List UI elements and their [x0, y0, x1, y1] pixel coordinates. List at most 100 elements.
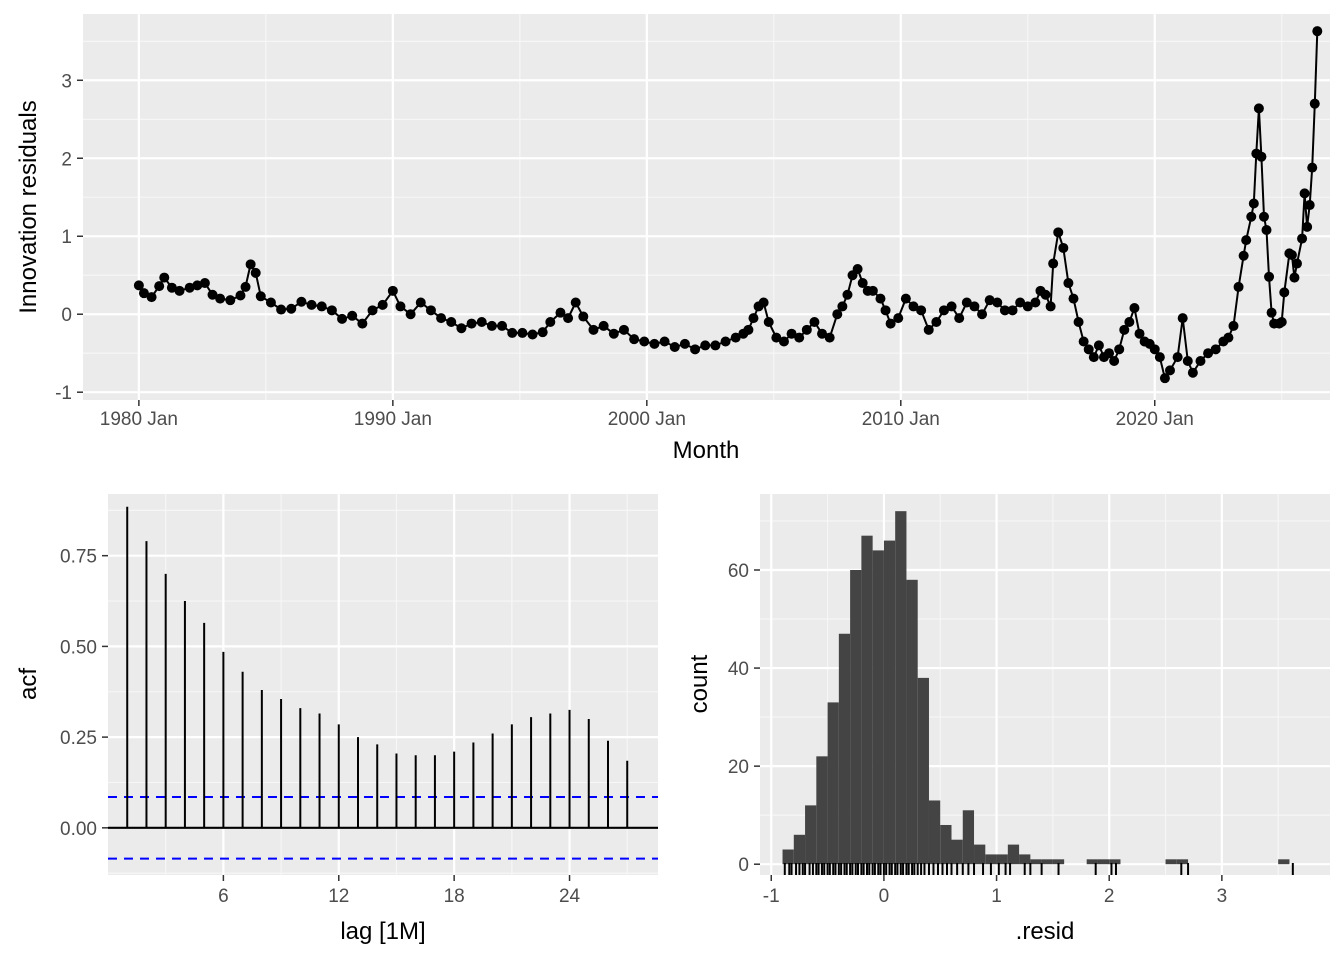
- residual-point: [1203, 348, 1214, 359]
- residual-point: [1238, 250, 1249, 261]
- residual-point: [1053, 227, 1064, 238]
- residual-point: [1312, 26, 1323, 37]
- histogram-bar: [985, 854, 997, 865]
- residuals-x-tick-label-0: 1980 Jan: [100, 409, 178, 430]
- residual-point: [184, 282, 195, 293]
- residual-point: [1159, 373, 1170, 384]
- residuals-y-tick-label-2: 1: [61, 227, 72, 248]
- histogram-bar: [782, 849, 794, 865]
- residual-point: [436, 313, 447, 324]
- residual-point: [867, 285, 878, 296]
- histogram-bar: [906, 579, 918, 865]
- residual-point: [649, 338, 660, 349]
- acf-y-tick-label-1: 0.25: [60, 728, 97, 749]
- hist-y-tick-label-1: 20: [728, 757, 749, 778]
- residual-point: [1187, 367, 1198, 378]
- histogram-y-axis-title: count: [686, 654, 713, 713]
- residual-point: [588, 324, 599, 335]
- residual-point: [842, 289, 853, 300]
- residual-point: [1291, 258, 1302, 269]
- residual-point: [537, 327, 548, 338]
- residual-point: [837, 301, 848, 312]
- residual-point: [1258, 211, 1269, 222]
- residual-point: [908, 301, 919, 312]
- residual-point: [743, 324, 754, 335]
- histogram-bar: [1030, 859, 1042, 865]
- histogram-bar: [872, 550, 884, 865]
- residual-point: [931, 317, 942, 328]
- histogram-bar: [1086, 859, 1098, 865]
- residual-point: [1279, 287, 1290, 298]
- residual-point: [1223, 332, 1234, 343]
- residual-point: [1309, 98, 1320, 109]
- residual-point: [1256, 151, 1267, 162]
- residual-point: [669, 341, 680, 352]
- residual-point: [1119, 324, 1130, 335]
- residual-point: [771, 332, 782, 343]
- residual-point: [286, 303, 297, 314]
- residual-point: [456, 323, 467, 334]
- residual-point: [1164, 365, 1175, 376]
- residuals-series-points: [133, 26, 1323, 384]
- residual-point: [1248, 198, 1259, 209]
- residual-point: [893, 313, 904, 324]
- histogram-bar: [1109, 859, 1121, 865]
- residual-point: [1083, 344, 1094, 355]
- acf-spikes: [126, 506, 629, 828]
- residual-point: [1058, 242, 1069, 253]
- residual-point: [758, 297, 769, 308]
- residual-point: [885, 318, 896, 329]
- residual-point: [1233, 281, 1244, 292]
- residual-point: [446, 317, 457, 328]
- residual-point: [240, 281, 251, 292]
- residual-point: [946, 301, 957, 312]
- residual-point: [1022, 301, 1033, 312]
- residual-point: [316, 301, 327, 312]
- acf-x-tick-label-2: 18: [444, 886, 465, 907]
- histogram-bar: [1278, 859, 1290, 865]
- hist-y-tick-label-0: 0: [738, 855, 749, 876]
- residual-point: [857, 278, 868, 289]
- residual-point: [1007, 305, 1018, 316]
- residual-point: [1172, 352, 1183, 363]
- hist-y-tick-label-3: 60: [728, 561, 749, 582]
- residual-point: [923, 324, 934, 335]
- residual-point: [690, 344, 701, 355]
- residual-point: [992, 297, 1003, 308]
- residual-point: [245, 259, 256, 270]
- residual-point: [326, 305, 337, 316]
- residual-point: [159, 272, 170, 283]
- residual-point: [1149, 344, 1160, 355]
- residual-point: [154, 281, 165, 292]
- residual-point: [794, 332, 805, 343]
- residual-point: [977, 309, 988, 320]
- residual-point: [166, 282, 177, 293]
- residual-point: [527, 329, 538, 340]
- residual-point: [1124, 317, 1135, 328]
- residual-point: [1210, 344, 1221, 355]
- histogram-rug: [783, 863, 1294, 875]
- residuals-x-tick-label-4: 2020 Jan: [1116, 409, 1194, 430]
- hist-x-tick-label-1: 0: [879, 886, 890, 907]
- hist-x-tick-label-0: -1: [763, 886, 780, 907]
- residual-point: [1304, 200, 1315, 211]
- residual-point: [1078, 336, 1089, 347]
- residual-point: [497, 320, 508, 331]
- residual-point: [1289, 272, 1300, 283]
- residual-point: [555, 307, 566, 318]
- residual-point: [476, 317, 487, 328]
- residuals-y-axis: -1 0 1 2 3: [55, 71, 83, 404]
- residual-point: [425, 305, 436, 316]
- residual-point: [1302, 221, 1313, 232]
- residual-point: [1104, 348, 1115, 359]
- histogram-bar: [917, 677, 929, 865]
- acf-plot-panel: [108, 494, 658, 875]
- acf-x-axis-title: lag [1M]: [340, 918, 425, 945]
- residual-point: [1048, 258, 1059, 269]
- residuals-y-axis-title: Innovation residuals: [15, 100, 42, 313]
- histogram-bar: [883, 540, 896, 865]
- histogram-x-axis: -1 0 1 2 3: [763, 875, 1227, 907]
- residuals-time-plot: 1980 Jan 1990 Jan 2000 Jan 2010 Jan 2020 Jan…: [15, 14, 1330, 464]
- residual-point: [1154, 352, 1165, 363]
- residual-point: [1246, 211, 1257, 222]
